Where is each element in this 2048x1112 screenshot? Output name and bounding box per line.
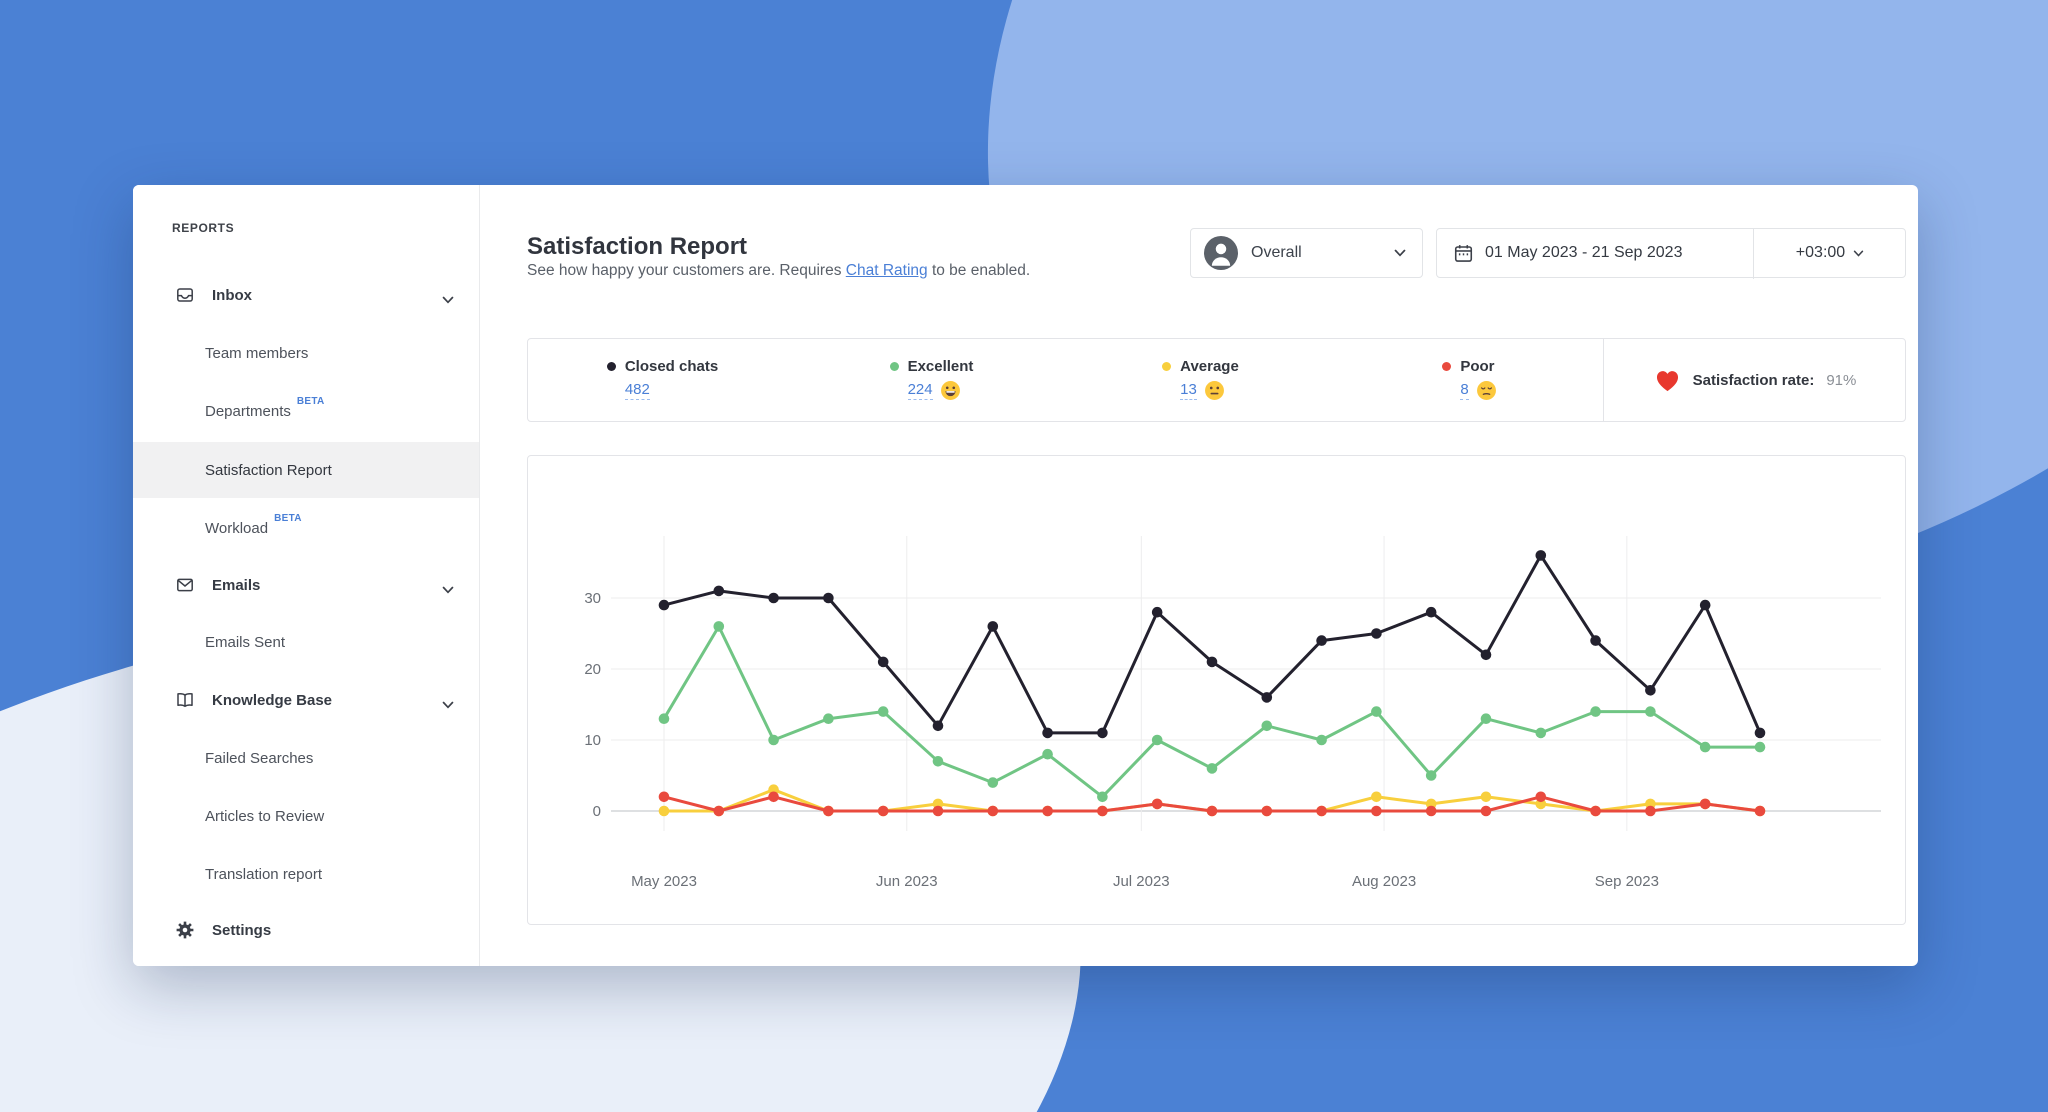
sidebar-item-label: Failed Searches [205,749,314,767]
book-icon [175,690,195,710]
stat-excellent: Excellent 224 [797,339,1066,421]
stat-poor: Poor 8 [1335,339,1604,421]
reports-sidebar: REPORTS Inbox Team members Departments BE… [133,185,480,966]
svg-text:20: 20 [584,661,601,678]
svg-text:Aug 2023: Aug 2023 [1352,873,1416,890]
chevron-down-icon [442,696,454,709]
svg-text:0: 0 [593,803,601,820]
average-value-link[interactable]: 13 [1180,380,1197,400]
excellent-value-link[interactable]: 224 [907,380,933,400]
beta-badge: BETA [274,513,302,524]
closed-chats-value-link[interactable]: 482 [624,380,650,400]
poor-value-link[interactable]: 8 [1460,380,1469,400]
calendar-icon [1453,243,1474,264]
sidebar-item-inbox[interactable]: Inbox [133,267,479,323]
envelope-icon [175,575,195,595]
closed-chats-dot [606,362,616,371]
sidebar-item-team-members[interactable]: Team members [133,325,479,381]
excellent-dot [889,362,899,371]
sidebar-item-label: Settings [212,921,272,939]
chevron-down-icon [1854,250,1864,257]
divider [1603,339,1604,421]
agent-filter-dropdown[interactable]: Overall [1190,228,1423,278]
svg-text:30: 30 [584,590,601,607]
grinning-face-icon [940,380,961,401]
person-avatar-icon [1204,236,1238,270]
page-subtitle: See how happy your customers are. Requir… [527,262,1031,279]
sidebar-item-label: Translation report [205,865,322,883]
sidebar-item-workload[interactable]: Workload BETA [133,500,479,556]
date-range-value: 01 May 2023 - 21 Sep 2023 [1485,244,1683,261]
page-title: Satisfaction Report [527,233,748,261]
sidebar-item-settings[interactable]: Settings [133,902,479,958]
average-dot [1162,362,1172,371]
satisfaction-rate: Satisfaction rate: 91% [1604,339,1906,421]
timezone-dropdown[interactable]: +03:00 [1754,229,1906,277]
sidebar-item-label: Departments [205,403,291,420]
sidebar-item-label: Emails Sent [205,633,286,651]
svg-text:Jun 2023: Jun 2023 [876,873,938,890]
svg-text:Jul 2023: Jul 2023 [1113,873,1170,890]
sidebar-item-label: Emails [212,576,261,594]
sidebar-item-emails[interactable]: Emails [133,557,479,613]
stat-closed-chats: Closed chats 482 [528,339,797,421]
sidebar-item-label: Team members [205,344,309,362]
pensive-face-icon [1476,380,1497,401]
sidebar-item-label: Articles to Review [205,807,325,825]
sidebar-item-articles-to-review[interactable]: Articles to Review [133,788,479,844]
report-window: REPORTS Inbox Team members Departments BE… [133,185,1918,966]
sidebar-section-label: REPORTS [172,221,235,235]
chevron-down-icon [1394,244,1406,262]
timezone-value: +03:00 [1795,244,1846,261]
sidebar-item-departments[interactable]: Departments BETA [133,383,479,439]
red-heart-icon [1654,368,1681,393]
gear-icon [175,920,195,940]
inbox-icon [175,285,195,305]
sidebar-item-translation-report[interactable]: Translation report [133,846,479,902]
satisfaction-chart-card: 0 10 20 30 May 2023 Jun 2023 Jul 2023 Aug 2023 S… [527,455,1906,925]
date-range-control[interactable]: 01 May 2023 - 21 Sep 2023 +03:00 [1436,228,1906,279]
poor-dot [1442,362,1452,371]
satisfaction-rate-label: Satisfaction rate: [1692,371,1815,389]
sidebar-item-satisfaction-report[interactable]: Satisfaction Report [133,442,479,498]
svg-text:May 2023: May 2023 [631,873,697,890]
sidebar-item-emails-sent[interactable]: Emails Sent [133,614,479,670]
agent-filter-value: Overall [1251,244,1302,261]
satisfaction-rate-value: 91% [1826,371,1857,389]
divider [1753,229,1754,279]
sidebar-item-label: Inbox [212,286,252,304]
stat-average: Average 13 [1066,339,1335,421]
sidebar-item-label: Knowledge Base [212,691,333,709]
sidebar-item-label: Satisfaction Report [205,461,332,479]
summary-stats-bar: Closed chats 482 Excellent 224 [527,338,1906,422]
satisfaction-line-chart: 0 10 20 30 May 2023 Jun 2023 Jul 2023 Aug 2023 S… [584,536,1881,890]
chevron-down-icon [442,581,454,594]
svg-text:Sep 2023: Sep 2023 [1595,873,1659,890]
chevron-down-icon [442,291,454,304]
sidebar-item-label: Workload [205,520,269,537]
chat-rating-link[interactable]: Chat Rating [845,262,928,279]
svg-text:10: 10 [584,732,601,749]
beta-badge: BETA [296,396,325,407]
sidebar-item-knowledge-base[interactable]: Knowledge Base [133,672,479,728]
sidebar-item-failed-searches[interactable]: Failed Searches [133,730,479,786]
neutral-face-icon [1204,380,1225,401]
